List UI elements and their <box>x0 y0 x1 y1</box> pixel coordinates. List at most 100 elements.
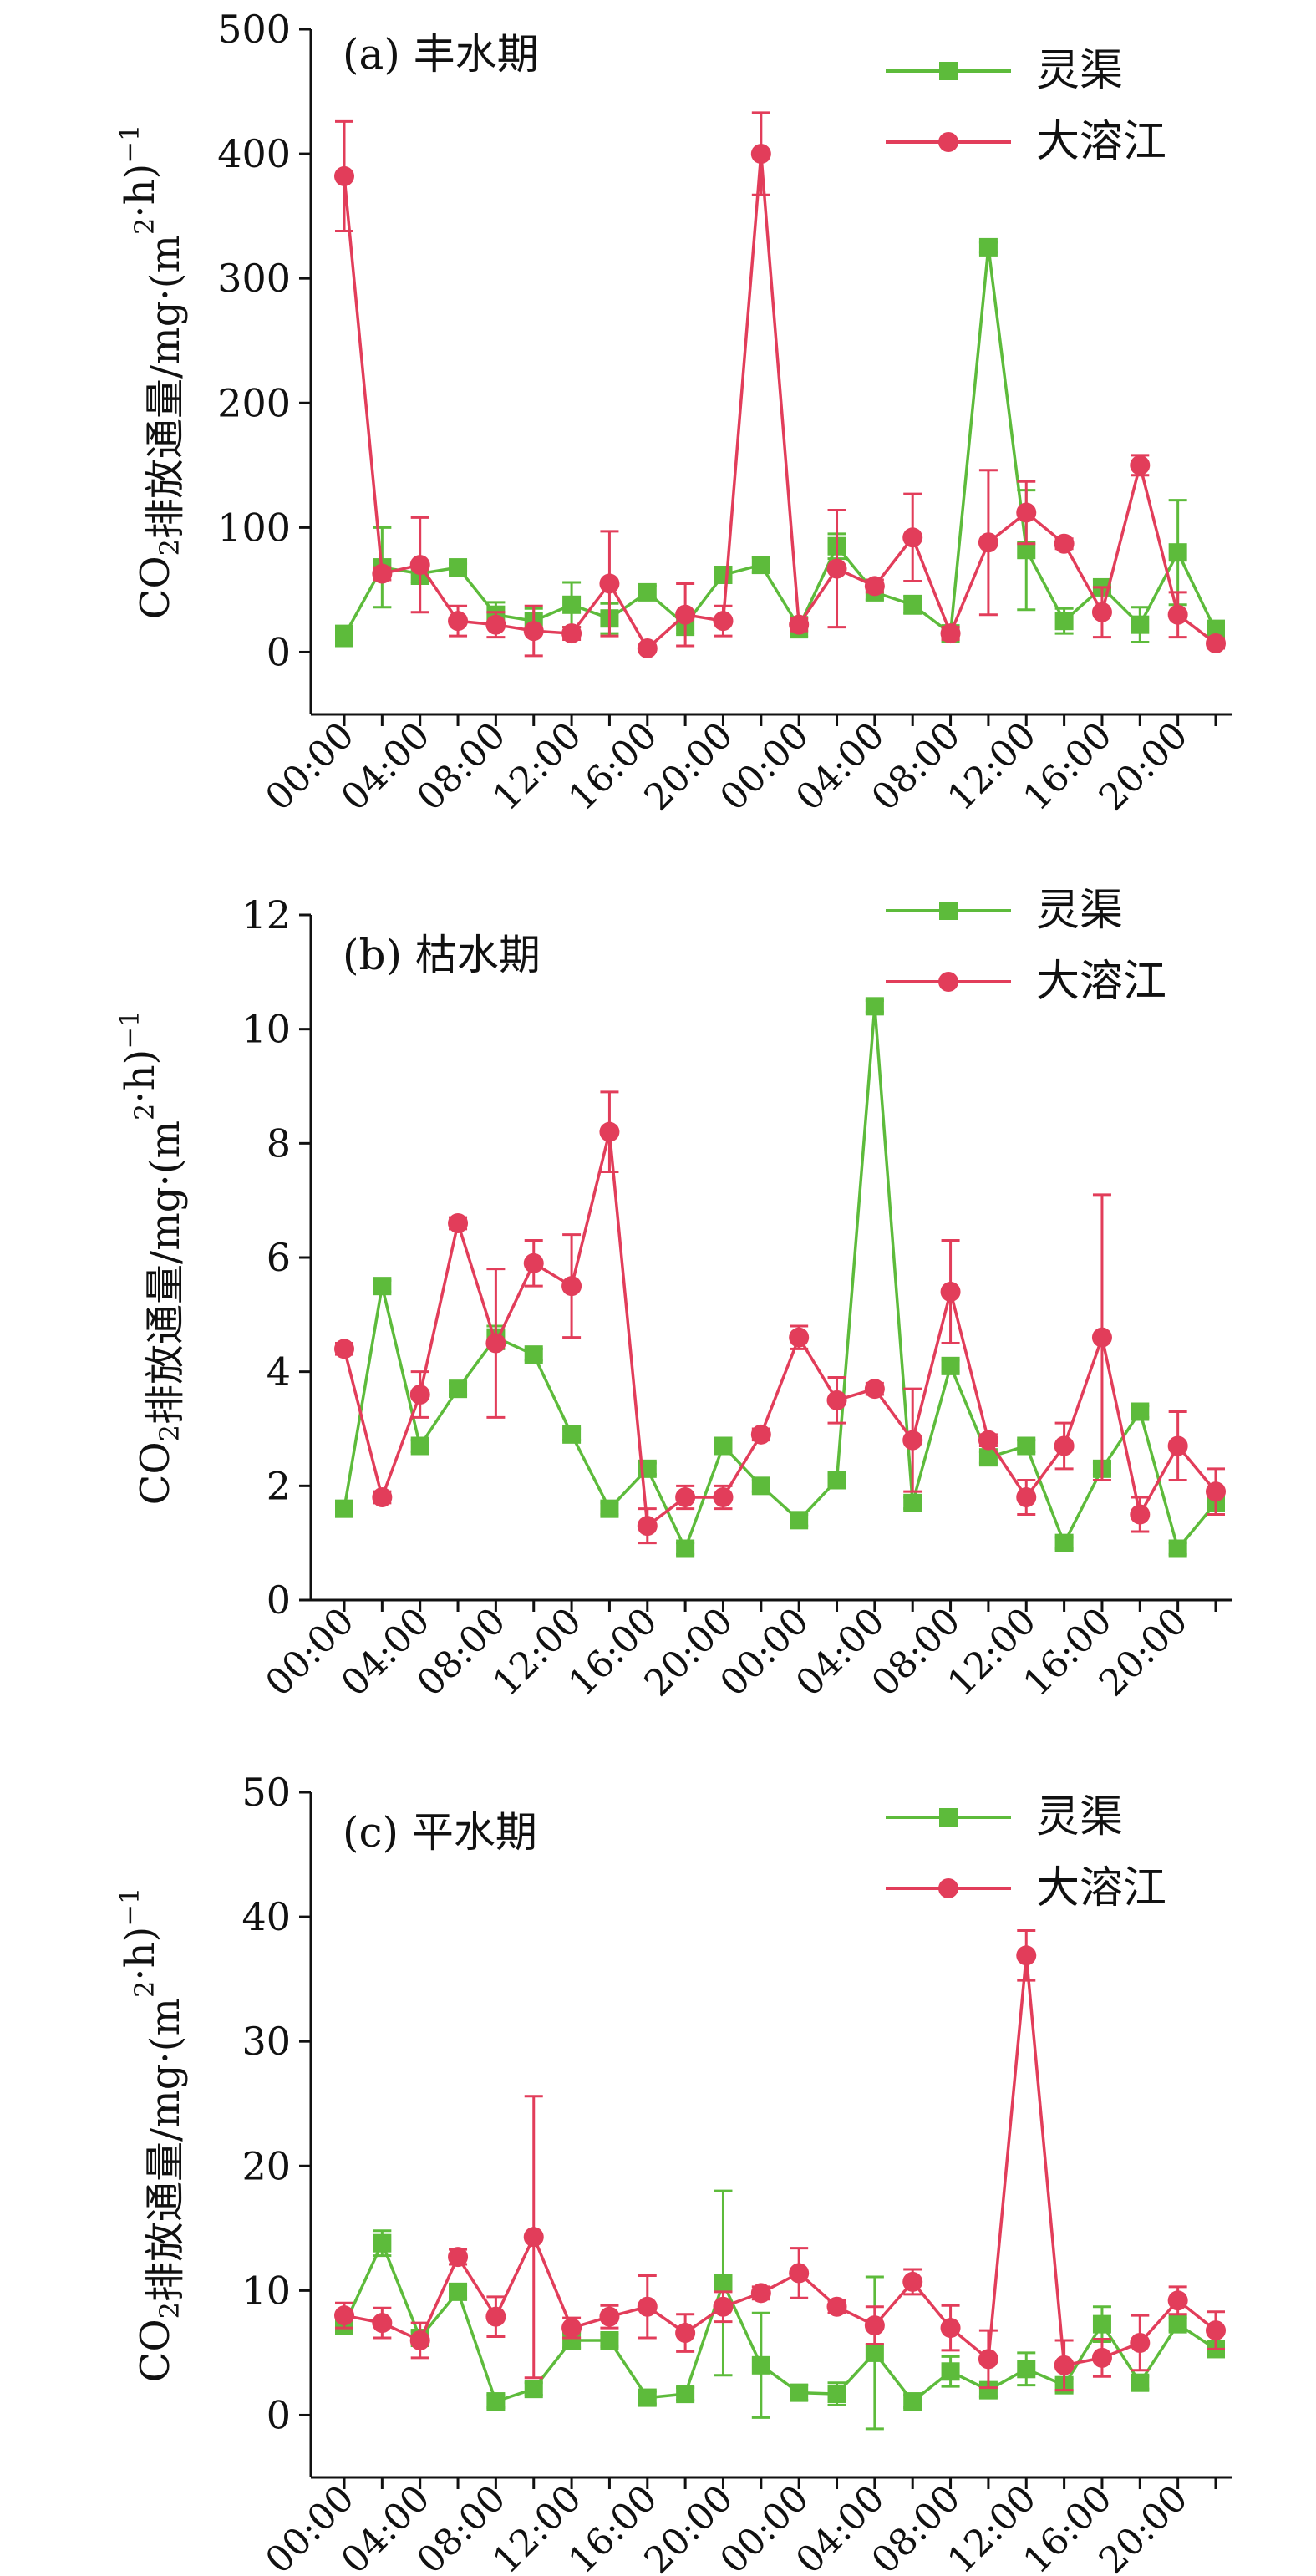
y-axis-title-part: 排放通量/mg·(m <box>142 1120 189 1425</box>
data-point-circle <box>1206 633 1226 654</box>
data-point-square <box>335 627 353 646</box>
data-point-square <box>1168 543 1187 562</box>
data-point-square <box>373 2233 392 2253</box>
data-point-circle <box>561 2318 582 2339</box>
y-axis-title-part: ·h) <box>117 1049 164 1104</box>
data-point-circle <box>1091 1327 1112 1348</box>
data-point-square <box>1131 1402 1150 1421</box>
y-axis-title-part: ·h) <box>117 164 164 218</box>
data-point-circle <box>713 1487 734 1507</box>
y-tick-label: 200 <box>217 380 291 425</box>
y-axis-title-part: 2 <box>129 1104 160 1120</box>
data-point-circle <box>409 555 430 576</box>
data-point-square <box>751 1476 770 1496</box>
y-axis-title: CO2排放通量/mg·(m2·h)−1 <box>114 1888 189 2383</box>
legend-marker-circle <box>938 132 958 152</box>
data-point-circle <box>826 1390 847 1410</box>
data-point-square <box>449 558 468 577</box>
data-point-circle <box>1054 2355 1075 2375</box>
y-tick-label: 10 <box>241 2268 291 2313</box>
data-point-circle <box>448 1213 469 1233</box>
series-line <box>343 1131 1217 1529</box>
series-1 <box>334 1090 1226 1545</box>
data-point-square <box>335 1499 353 1518</box>
y-axis-title-part: CO <box>132 556 179 619</box>
data-point-circle <box>978 2349 998 2370</box>
data-point-square <box>1168 1539 1187 1558</box>
data-point-circle <box>1054 533 1075 554</box>
data-point-circle <box>334 2305 354 2326</box>
y-tick-label: 6 <box>267 1235 291 1280</box>
data-point-square <box>562 1425 582 1444</box>
legend-label: 大溶江 <box>1036 957 1166 1007</box>
series-1 <box>334 1928 1226 2392</box>
data-point-circle <box>1016 502 1037 523</box>
y-tick-label: 12 <box>241 892 291 937</box>
data-point-square <box>903 1493 922 1512</box>
data-point-square <box>941 2362 960 2381</box>
y-axis-title-part: CO <box>132 1441 179 1505</box>
data-point-square <box>373 1277 392 1296</box>
x-tick-label: 20:00 <box>1091 714 1197 820</box>
data-point-circle <box>940 623 961 644</box>
data-point-circle <box>978 1430 998 1451</box>
data-point-circle <box>372 1487 393 1507</box>
y-tick-label: 10 <box>241 1007 291 1052</box>
panel-title: (b) 枯水期 <box>343 931 541 979</box>
legend-label: 灵渠 <box>1036 46 1123 96</box>
series-line <box>343 2239 1217 2404</box>
data-point-square <box>449 2282 468 2301</box>
y-axis-title-part: 2 <box>129 1981 160 1998</box>
y-tick-label: 0 <box>267 2392 291 2437</box>
data-point-square <box>1092 2314 1111 2334</box>
y-tick-label: 30 <box>241 2019 291 2064</box>
y-tick-label: 50 <box>241 1770 291 1815</box>
y-tick-label: 400 <box>217 131 291 176</box>
data-point-circle <box>1206 1481 1226 1502</box>
y-axis-title-part: 排放通量/mg·(m <box>142 235 189 539</box>
data-point-square <box>865 997 884 1016</box>
data-point-square <box>524 1345 543 1364</box>
data-point-circle <box>485 1333 506 1354</box>
data-point-circle <box>1130 455 1151 475</box>
data-point-circle <box>864 2315 885 2336</box>
data-point-square <box>410 1436 429 1456</box>
y-axis-title-part: 2 <box>154 2302 185 2319</box>
y-axis-title-part: −1 <box>114 124 145 164</box>
data-point-square <box>714 2274 733 2293</box>
data-point-square <box>638 582 657 602</box>
data-point-square <box>978 2380 998 2400</box>
data-point-circle <box>750 144 771 165</box>
data-point-square <box>1054 1533 1074 1552</box>
data-point-square <box>1131 2373 1150 2392</box>
data-point-square <box>638 2388 657 2407</box>
legend-label: 大溶江 <box>1036 117 1166 167</box>
data-point-circle <box>789 2263 810 2284</box>
data-point-circle <box>485 614 506 635</box>
panel-title: (a) 丰水期 <box>343 30 539 79</box>
y-axis-title-part: 2 <box>154 539 185 556</box>
y-axis-title-part: 2 <box>154 1425 185 1441</box>
data-point-square <box>562 595 582 614</box>
y-axis-title-part: −1 <box>114 1888 145 1927</box>
legend-label: 灵渠 <box>1036 886 1123 936</box>
data-point-square <box>827 1471 846 1490</box>
data-point-circle <box>1130 2332 1151 2353</box>
data-point-square <box>1131 615 1150 634</box>
data-point-circle <box>902 2271 923 2292</box>
data-point-circle <box>713 2296 734 2317</box>
series-0 <box>335 997 1225 1558</box>
y-tick-label: 20 <box>241 2143 291 2188</box>
data-point-circle <box>561 623 582 644</box>
series-line <box>343 153 1217 651</box>
data-point-square <box>941 1356 960 1375</box>
data-point-circle <box>1130 1504 1151 1525</box>
data-point-circle <box>448 611 469 632</box>
y-tick-label: 0 <box>267 629 291 674</box>
legend-marker-circle <box>938 1878 958 1898</box>
data-point-square <box>676 2385 695 2404</box>
data-point-circle <box>372 2313 393 2334</box>
y-tick-label: 500 <box>217 7 291 52</box>
series-1 <box>334 111 1226 658</box>
